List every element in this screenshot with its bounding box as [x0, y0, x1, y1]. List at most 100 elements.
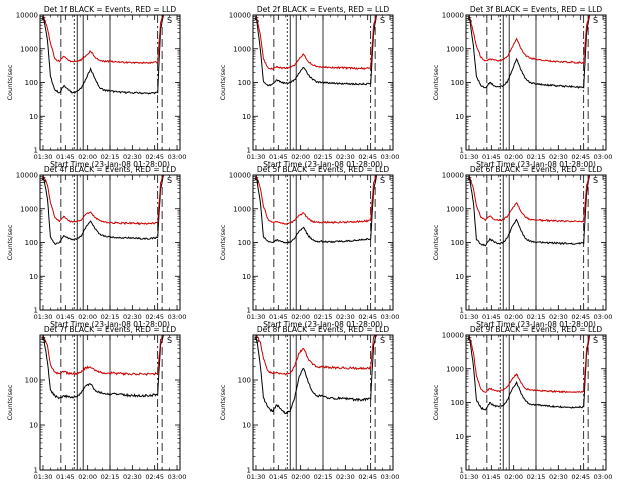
- panel-det-5: 1 10 100 1000 10000 01:30 01:45 02:00 02:15 02:30…: [219, 165, 399, 329]
- x-tick-label: 02:30: [549, 473, 568, 480]
- events-series-line: [42, 335, 165, 400]
- x-tick-label: 01:30: [34, 473, 53, 480]
- events-series-line: [255, 335, 378, 415]
- x-tick-label: 03:00: [168, 313, 187, 321]
- x-tick-label: 02:00: [504, 313, 523, 321]
- y-tick-label: 1000: [233, 45, 251, 53]
- x-tick-label: 02:00: [504, 153, 523, 161]
- events-series-line: [255, 175, 378, 244]
- x-tick-label: 01:30: [247, 473, 266, 480]
- corner-label: S: [380, 176, 385, 185]
- y-tick-label: 10: [242, 273, 251, 281]
- corner-label: S: [467, 336, 472, 345]
- lld-series-line: [42, 335, 165, 376]
- x-axis-label: Start Time (23-Jan-08 01:28:00): [50, 320, 170, 329]
- y-tick-label: 10: [242, 113, 251, 121]
- corner-label: S: [41, 176, 46, 185]
- y-tick-label: 1000: [446, 365, 464, 373]
- y-tick-label: 1000: [233, 205, 251, 213]
- y-axis-label: Counts/sec: [432, 224, 440, 260]
- x-axis-label: Start Time (23-Jan-08 01:28:00): [263, 160, 383, 169]
- y-tick-label: 10000: [442, 332, 464, 340]
- x-tick-label: 02:30: [336, 153, 355, 161]
- lld-series-line: [468, 15, 591, 64]
- x-tick-label: 02:45: [358, 473, 377, 480]
- x-axis-label: Start Time (23-Jan-08 01:28:00): [476, 160, 596, 169]
- y-tick-label: 100: [25, 239, 38, 247]
- x-tick-label: 02:15: [527, 153, 546, 161]
- x-tick-label: 02:30: [123, 153, 142, 161]
- y-tick-label: 10000: [442, 172, 464, 180]
- y-tick-label: 1: [247, 307, 251, 315]
- x-tick-label: 02:00: [291, 153, 310, 161]
- panel-title: Det 1f BLACK = Events, RED = LLD: [44, 5, 177, 14]
- y-tick-label: 100: [25, 377, 38, 385]
- y-axis-label: Counts/sec: [432, 64, 440, 100]
- events-series-line: [42, 175, 165, 246]
- x-tick-label: 02:00: [504, 473, 523, 480]
- y-axis-label: Counts/sec: [6, 384, 14, 420]
- x-tick-label: 03:00: [381, 473, 400, 480]
- y-axis-label: Counts/sec: [219, 224, 227, 260]
- x-tick-label: 02:45: [145, 153, 164, 161]
- y-tick-label: 10000: [442, 12, 464, 20]
- x-tick-label: 02:45: [571, 473, 590, 480]
- x-tick-label: 02:15: [101, 153, 120, 161]
- x-tick-label: 02:45: [571, 313, 590, 321]
- y-tick-label: 10: [455, 273, 464, 281]
- corner-label: S: [167, 176, 172, 185]
- panel-title: Det 6f BLACK = Events, RED = LLD: [470, 165, 603, 174]
- x-tick-label: 03:00: [168, 473, 187, 480]
- corner-label: S: [593, 16, 598, 25]
- x-tick-label: 02:45: [145, 473, 164, 480]
- y-tick-label: 10000: [229, 172, 251, 180]
- y-tick-label: 1000: [446, 205, 464, 213]
- y-axis-label: Counts/sec: [432, 384, 440, 420]
- x-tick-label: 01:30: [460, 313, 479, 321]
- x-tick-label: 01:30: [460, 153, 479, 161]
- corner-label: S: [41, 16, 46, 25]
- corner-label: S: [593, 176, 598, 185]
- y-tick-label: 10: [242, 422, 251, 430]
- corner-label: S: [254, 16, 259, 25]
- panel-det-3: 1 10 100 1000 10000 01:30 01:45 02:00 02:15 02:30…: [432, 5, 612, 169]
- panel-title: Det 4f BLACK = Events, RED = LLD: [44, 165, 177, 174]
- x-tick-label: 03:00: [381, 153, 400, 161]
- x-tick-label: 01:45: [56, 313, 75, 321]
- lld-series-line: [42, 175, 165, 226]
- lld-series-line: [468, 335, 591, 394]
- y-tick-label: 1: [460, 147, 464, 155]
- y-tick-label: 10: [29, 422, 38, 430]
- y-tick-label: 1: [34, 307, 38, 315]
- panel-title: Det 9f BLACK = Events, RED = LLD: [470, 325, 603, 334]
- panel-title: Det 2f BLACK = Events, RED = LLD: [257, 5, 390, 14]
- y-tick-label: 10: [455, 433, 464, 441]
- corner-label: S: [593, 336, 598, 345]
- panel-det-9: 1 10 100 1000 10000 01:30 01:45 02:00 02:15 02:30…: [432, 325, 612, 480]
- events-series-line: [468, 175, 591, 247]
- x-tick-label: 02:15: [101, 473, 120, 480]
- x-axis-label: Start Time (23-Jan-08 01:28:00): [476, 320, 596, 329]
- y-tick-label: 1: [247, 147, 251, 155]
- events-series-line: [42, 15, 165, 95]
- x-tick-label: 02:30: [336, 313, 355, 321]
- x-axis-label: Start Time (23-Jan-08 01:28:00): [50, 160, 170, 169]
- y-tick-label: 10000: [16, 12, 38, 20]
- panel-title: Det 5f BLACK = Events, RED = LLD: [257, 165, 390, 174]
- y-tick-label: 1000: [20, 205, 38, 213]
- y-tick-label: 100: [451, 79, 464, 87]
- y-tick-label: 100: [238, 377, 251, 385]
- panel-det-1: 1 10 100 1000 10000 01:30 01:45 02:00 02:15 02:30…: [6, 5, 186, 169]
- x-tick-label: 03:00: [168, 153, 187, 161]
- x-tick-label: 02:00: [78, 313, 97, 321]
- corner-label: S: [380, 16, 385, 25]
- x-tick-label: 02:00: [291, 473, 310, 480]
- y-tick-label: 100: [451, 399, 464, 407]
- y-tick-label: 10: [29, 273, 38, 281]
- x-tick-label: 01:45: [56, 473, 75, 480]
- x-tick-label: 02:15: [314, 153, 333, 161]
- y-tick-label: 10: [29, 113, 38, 121]
- x-tick-label: 02:15: [314, 473, 333, 480]
- panel-det-7: 1 10 100 01:30 01:45 02:00 02:15 02:30 02:45 03:0…: [6, 325, 186, 480]
